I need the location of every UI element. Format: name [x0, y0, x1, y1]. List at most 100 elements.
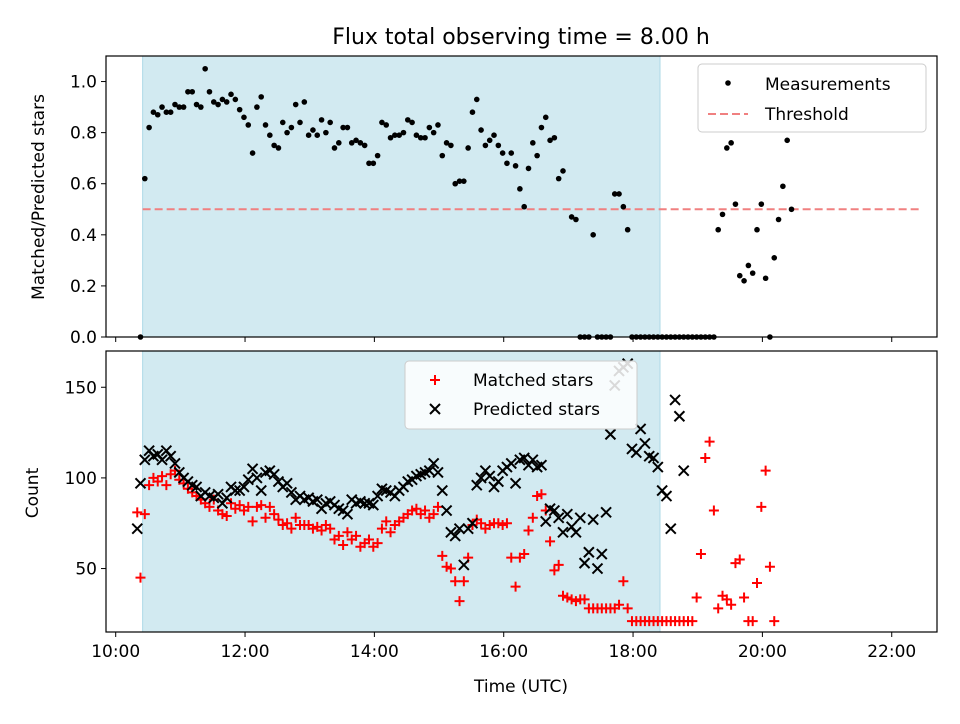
legend-matched-label: Matched stars: [473, 371, 593, 391]
predicted-stars-point: [596, 548, 608, 560]
measurement-point: [202, 65, 208, 72]
measurement-point: [301, 99, 308, 105]
measurement-point: [228, 91, 234, 98]
measurement-point: [262, 122, 269, 128]
measurement-point: [327, 119, 333, 126]
measurement-point: [430, 129, 437, 136]
top-y-tick-label: 0.8: [70, 124, 97, 144]
measurement-point: [788, 206, 795, 213]
measurement-point: [167, 109, 174, 115]
predicted-stars-point: [281, 477, 293, 490]
measurement-point: [361, 142, 368, 149]
measurement-point: [560, 168, 566, 174]
predicted-stars-point: [673, 410, 686, 422]
top-y-tick-label: 1.0: [70, 73, 97, 93]
bottom-series-predicted-stars: [131, 357, 690, 575]
predicted-stars-point: [475, 472, 487, 484]
matched-stars-point: [553, 559, 564, 570]
matched-stars-point: [381, 516, 392, 527]
measurement-point: [297, 119, 303, 126]
measurement-point: [185, 88, 191, 95]
x-tick-label: 20:00: [738, 642, 787, 662]
predicted-stars-point: [652, 461, 664, 473]
x-tick-label: 16:00: [479, 642, 528, 662]
matched-stars-point: [135, 572, 146, 583]
predicted-stars-point: [518, 452, 530, 464]
measurement-point: [491, 132, 497, 138]
legend-predicted-label: Predicted stars: [473, 400, 600, 420]
matched-stars-point: [234, 500, 245, 511]
matched-stars-point: [695, 549, 706, 560]
bottom-y-tick-label: 100: [65, 469, 97, 489]
measurement-point: [404, 117, 411, 123]
predicted-stars-point: [268, 468, 280, 480]
predicted-stars-point: [604, 428, 617, 441]
matched-stars-point: [752, 578, 763, 589]
measurement-point: [142, 175, 148, 182]
measurement-point: [267, 132, 273, 138]
predicted-stars-point: [427, 457, 440, 470]
matched-stars-point: [691, 592, 702, 603]
bottom-y-tick-label: 150: [65, 378, 97, 398]
measurement-point: [336, 140, 342, 146]
matched-stars-point: [713, 603, 724, 614]
predicted-stars-point: [229, 484, 242, 497]
matched-stars-point: [734, 554, 745, 565]
matched-stars-point: [545, 536, 556, 547]
measurement-point: [348, 140, 355, 146]
matched-stars-point: [764, 561, 775, 572]
matched-stars-point: [519, 549, 530, 560]
matched-stars-point: [445, 563, 456, 574]
measurement-point: [448, 142, 454, 149]
measurement-point: [724, 145, 730, 151]
top-y-axis-label: Matched/Predicted stars: [29, 94, 49, 300]
matched-stars-point: [338, 539, 349, 550]
measurement-point: [715, 226, 722, 233]
measurement-point: [249, 150, 256, 156]
predicted-stars-point: [440, 504, 453, 517]
matched-stars-point: [204, 501, 215, 512]
predicted-stars-point: [591, 562, 604, 575]
predicted-stars-point: [449, 530, 461, 542]
predicted-stars-point: [561, 508, 574, 520]
predicted-stars-point: [285, 486, 298, 499]
predicted-stars-point: [371, 490, 384, 502]
matched-stars-point: [157, 471, 168, 482]
predicted-stars-point: [367, 499, 380, 511]
measurement-point: [568, 214, 575, 220]
bottom-axes-frame: [105, 350, 938, 633]
predicted-stars-point: [139, 454, 151, 466]
measurement-point: [624, 226, 631, 233]
measurement-point: [331, 145, 338, 151]
matched-stars-point: [437, 550, 448, 561]
matched-stars-point: [264, 501, 275, 512]
x-tick-label: 14:00: [350, 642, 399, 662]
matched-stars-point: [290, 512, 301, 523]
measurement-point: [465, 145, 471, 151]
measurement-point: [439, 152, 446, 159]
measurement-point: [534, 152, 540, 159]
measurement-point: [538, 124, 545, 131]
measurement-point: [521, 203, 527, 210]
matched-stars-point: [747, 616, 758, 627]
matched-stars-point: [510, 581, 521, 592]
predicted-stars-point: [583, 546, 595, 558]
matched-stars-point: [411, 503, 422, 514]
matched-stars-point: [476, 518, 487, 529]
measurement-point: [486, 137, 493, 144]
bottom-series-matched-stars: [132, 436, 780, 627]
measurement-point: [508, 150, 515, 156]
predicted-stars-point: [669, 394, 681, 406]
measurement-point: [314, 132, 321, 138]
predicted-stars-point: [436, 484, 448, 497]
predicted-stars-point: [131, 522, 143, 535]
top-y-tick-label: 0.0: [70, 328, 97, 348]
measurement-point: [482, 142, 489, 149]
measurement-point: [573, 216, 579, 223]
measurement-point: [499, 150, 506, 156]
predicted-stars-point: [527, 454, 539, 466]
measurement-point: [478, 127, 484, 133]
predicted-stars-point: [535, 459, 548, 471]
top-legend: Measurements Threshold: [697, 63, 927, 133]
